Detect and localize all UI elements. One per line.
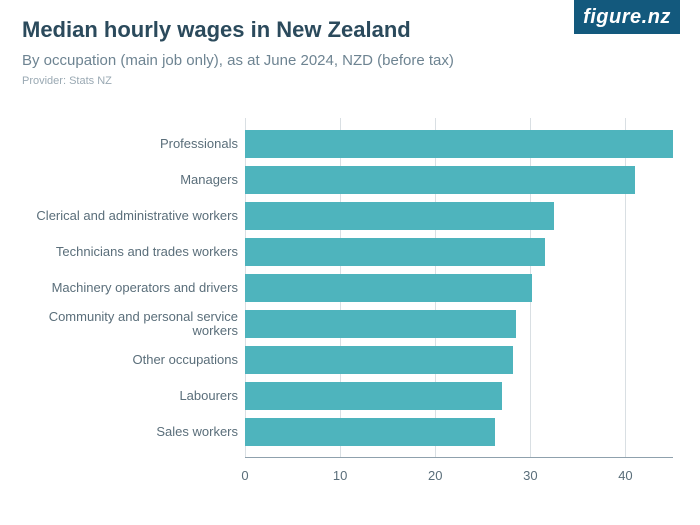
bar-row bbox=[245, 202, 673, 230]
bar-row bbox=[245, 346, 673, 374]
bar-row bbox=[245, 130, 673, 158]
y-axis-label: Sales workers bbox=[0, 418, 238, 446]
bar-row bbox=[245, 238, 673, 266]
bar-row bbox=[245, 382, 673, 410]
bar-row bbox=[245, 166, 673, 194]
chart-title: Median hourly wages in New Zealand bbox=[22, 16, 560, 44]
y-axis-labels: Professionals Managers Clerical and admini… bbox=[0, 126, 238, 450]
brand-logo: figure.nz bbox=[574, 0, 680, 34]
y-axis-label: Machinery operators and drivers bbox=[0, 274, 238, 302]
x-tick-label: 40 bbox=[618, 468, 632, 483]
bar bbox=[245, 166, 635, 194]
chart-subtitle: By occupation (main job only), as at Jun… bbox=[22, 52, 560, 69]
bar bbox=[245, 202, 554, 230]
y-axis-label: Managers bbox=[0, 166, 238, 194]
y-axis-label: Other occupations bbox=[0, 346, 238, 374]
y-axis-label: Labourers bbox=[0, 382, 238, 410]
bar bbox=[245, 418, 495, 446]
bar-chart: Professionals Managers Clerical and admini… bbox=[0, 118, 700, 498]
y-axis-label: Clerical and administrative workers bbox=[0, 202, 238, 230]
x-tick-label: 30 bbox=[523, 468, 537, 483]
x-tick-label: 10 bbox=[333, 468, 347, 483]
x-axis-ticks: 010203040 bbox=[245, 458, 673, 488]
bar bbox=[245, 130, 673, 158]
bars-container bbox=[245, 126, 673, 450]
bar-row bbox=[245, 274, 673, 302]
page: figure.nz Median hourly wages in New Zea… bbox=[0, 0, 700, 525]
bar bbox=[245, 346, 513, 374]
y-axis-label: Technicians and trades workers bbox=[0, 238, 238, 266]
x-tick-label: 20 bbox=[428, 468, 442, 483]
bar bbox=[245, 274, 532, 302]
brand-logo-text: figure.nz bbox=[583, 6, 671, 29]
chart-provider: Provider: Stats NZ bbox=[22, 75, 560, 87]
plot-area bbox=[245, 118, 673, 458]
bar bbox=[245, 310, 516, 338]
x-tick-label: 0 bbox=[241, 468, 248, 483]
bar-row bbox=[245, 418, 673, 446]
y-axis-label: Professionals bbox=[0, 130, 238, 158]
y-axis-label: Community and personal service workers bbox=[0, 310, 238, 338]
chart-header: Median hourly wages in New Zealand By oc… bbox=[22, 16, 560, 87]
bar bbox=[245, 238, 545, 266]
bar bbox=[245, 382, 502, 410]
bar-row bbox=[245, 310, 673, 338]
